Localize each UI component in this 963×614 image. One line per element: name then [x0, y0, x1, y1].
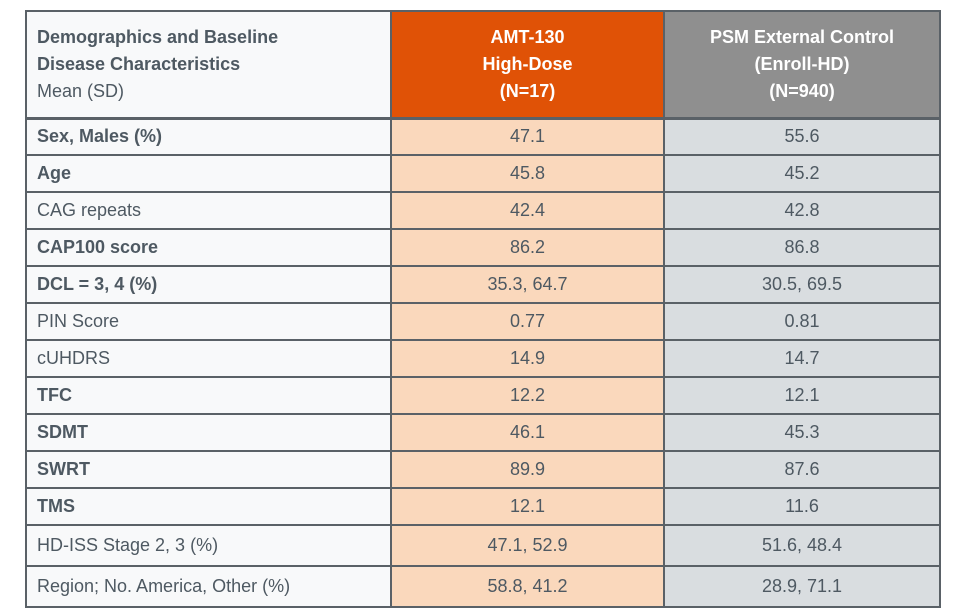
amt-value-cell: 35.3, 64.7: [390, 265, 665, 304]
table-row: CAP100 score 86.2 86.8: [25, 228, 941, 267]
table-row: CAG repeats 42.4 42.8: [25, 191, 941, 230]
mean-sd-label: Mean (SD): [37, 80, 125, 101]
table-row: Region; No. America, Other (%) 58.8, 41.…: [25, 565, 941, 608]
row-label-cell: CAG repeats: [25, 191, 392, 230]
table-row: DCL = 3, 4 (%) 35.3, 64.7 30.5, 69.5: [25, 265, 941, 304]
row-label-cell: SWRT: [25, 450, 392, 489]
row-label-cell: CAP100 score: [25, 228, 392, 267]
amt-value-cell: 89.9: [390, 450, 665, 489]
row-label-cell: TFC: [25, 376, 392, 415]
amt-column-header: AMT-130 High-Dose (N=17): [390, 10, 665, 120]
table-row: Age 45.8 45.2: [25, 154, 941, 193]
psm-value-cell: 30.5, 69.5: [663, 265, 941, 304]
row-label-cell: DCL = 3, 4 (%): [25, 265, 392, 304]
psm-value-cell: 0.81: [663, 302, 941, 341]
table-header-row: Demographics and Baseline Disease Charac…: [25, 10, 941, 120]
row-label-cell: HD-ISS Stage 2, 3 (%): [25, 524, 392, 567]
characteristics-title-line1: Demographics and Baseline: [37, 26, 279, 47]
amt-value-cell: 12.1: [390, 487, 665, 526]
psm-value-cell: 45.2: [663, 154, 941, 193]
table-row: cUHDRS 14.9 14.7: [25, 339, 941, 378]
amt-value-cell: 42.4: [390, 191, 665, 230]
table-row: SWRT 89.9 87.6: [25, 450, 941, 489]
row-label-cell: PIN Score: [25, 302, 392, 341]
psm-value-cell: 87.6: [663, 450, 941, 489]
psm-value-cell: 42.8: [663, 191, 941, 230]
demographics-table-container: Demographics and Baseline Disease Charac…: [25, 10, 941, 608]
psm-value-cell: 45.3: [663, 413, 941, 452]
table-row: SDMT 46.1 45.3: [25, 413, 941, 452]
psm-header-line1: PSM External Control: [709, 26, 895, 47]
table-row: TFC 12.2 12.1: [25, 376, 941, 415]
amt-value-cell: 0.77: [390, 302, 665, 341]
psm-value-cell: 14.7: [663, 339, 941, 378]
psm-value-cell: 51.6, 48.4: [663, 524, 941, 567]
psm-header-line2: (Enroll-HD): [754, 53, 850, 74]
amt-value-cell: 14.9: [390, 339, 665, 378]
psm-value-cell: 28.9, 71.1: [663, 565, 941, 608]
psm-column-header: PSM External Control (Enroll-HD) (N=940): [663, 10, 941, 120]
demographics-baseline-table: Demographics and Baseline Disease Charac…: [25, 10, 941, 608]
amt-value-cell: 86.2: [390, 228, 665, 267]
amt-header-line1: AMT-130: [490, 26, 565, 47]
table-row: Sex, Males (%) 47.1 55.6: [25, 117, 941, 156]
psm-value-cell: 86.8: [663, 228, 941, 267]
row-label-cell: Age: [25, 154, 392, 193]
amt-value-cell: 47.1, 52.9: [390, 524, 665, 567]
characteristics-title-line2: Disease Characteristics: [37, 53, 241, 74]
row-label-cell: Sex, Males (%): [25, 117, 392, 156]
psm-value-cell: 12.1: [663, 376, 941, 415]
table-body: Sex, Males (%) 47.1 55.6 Age 45.8 45.2 C…: [25, 117, 941, 608]
amt-value-cell: 58.8, 41.2: [390, 565, 665, 608]
amt-value-cell: 47.1: [390, 117, 665, 156]
amt-value-cell: 46.1: [390, 413, 665, 452]
table-row: TMS 12.1 11.6: [25, 487, 941, 526]
row-label-cell: cUHDRS: [25, 339, 392, 378]
row-label-cell: Region; No. America, Other (%): [25, 565, 392, 608]
amt-header-line3: (N=17): [499, 80, 556, 101]
row-label-cell: TMS: [25, 487, 392, 526]
amt-header-line2: High-Dose: [482, 53, 573, 74]
table-row: HD-ISS Stage 2, 3 (%) 47.1, 52.9 51.6, 4…: [25, 524, 941, 567]
psm-header-line3: (N=940): [769, 80, 835, 101]
characteristics-header-cell: Demographics and Baseline Disease Charac…: [25, 10, 392, 120]
row-label-cell: SDMT: [25, 413, 392, 452]
psm-value-cell: 55.6: [663, 117, 941, 156]
amt-value-cell: 12.2: [390, 376, 665, 415]
amt-value-cell: 45.8: [390, 154, 665, 193]
table-row: PIN Score 0.77 0.81: [25, 302, 941, 341]
psm-value-cell: 11.6: [663, 487, 941, 526]
